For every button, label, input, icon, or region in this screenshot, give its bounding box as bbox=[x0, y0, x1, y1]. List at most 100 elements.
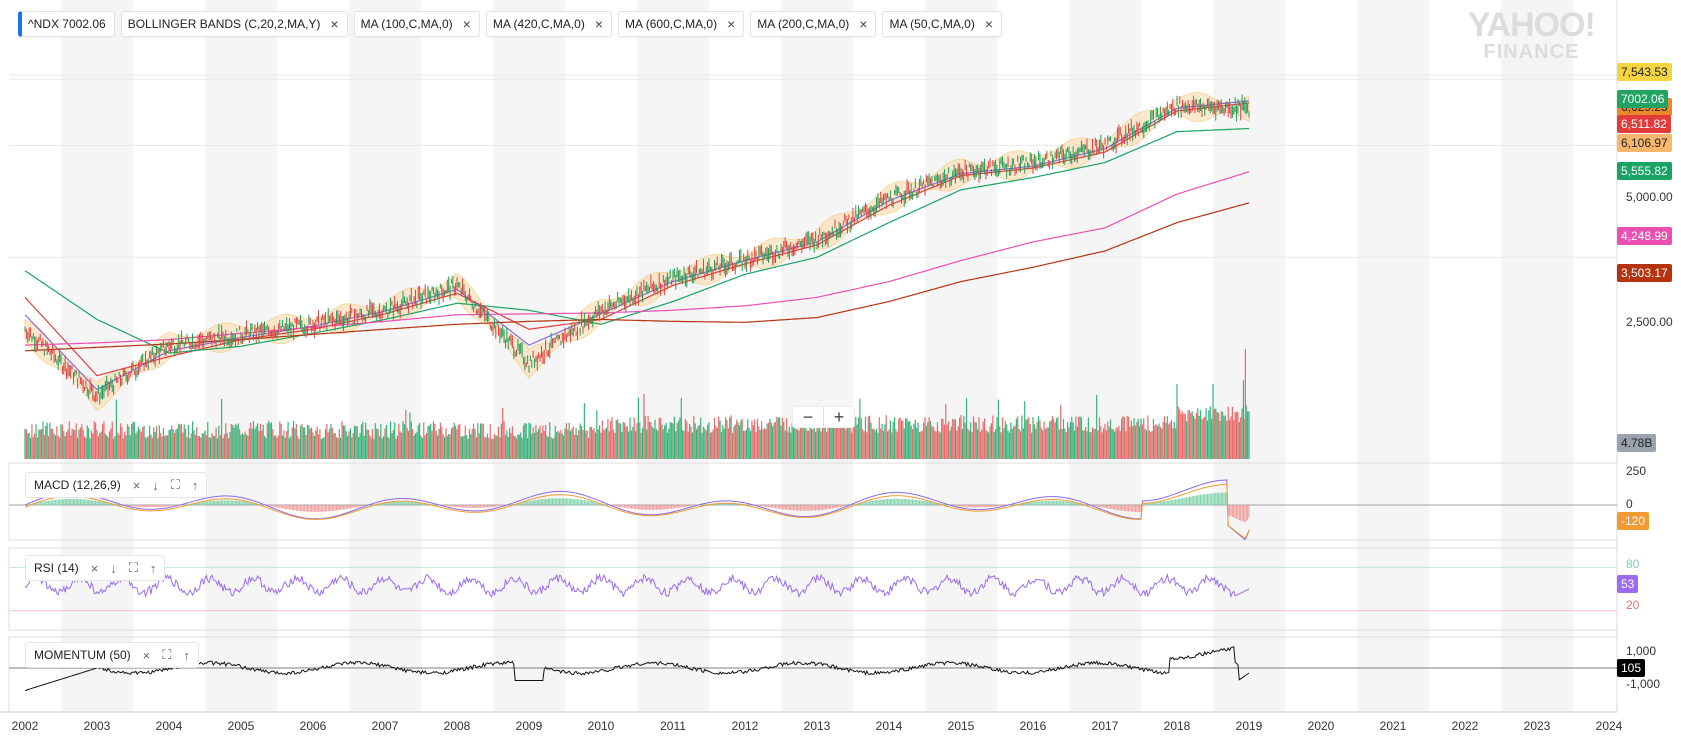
rsi-axis-high: 80 bbox=[1626, 557, 1640, 571]
year-label: 2014 bbox=[876, 719, 903, 733]
year-label: 2016 bbox=[1020, 719, 1047, 733]
year-label: 2021 bbox=[1380, 719, 1407, 733]
year-label: 2003 bbox=[84, 719, 111, 733]
year-label: 2023 bbox=[1524, 719, 1551, 733]
indicator-chip[interactable]: MA (50,C,MA,0) × bbox=[882, 11, 1003, 37]
momentum-panel-plot bbox=[9, 646, 1617, 691]
macd-signal-line bbox=[24, 483, 1250, 539]
move-up-icon[interactable]: ↑ bbox=[149, 560, 157, 576]
rsi-label: RSI (14) bbox=[34, 561, 79, 575]
symbol-chip[interactable]: ^NDX 7002.06 bbox=[18, 11, 115, 37]
year-label: 2017 bbox=[1092, 719, 1119, 733]
remove-indicator-icon[interactable]: × bbox=[984, 16, 994, 32]
bb-lower-tag: 6,106.97 bbox=[1617, 134, 1672, 152]
year-band bbox=[781, 0, 853, 712]
year-shading bbox=[61, 0, 1573, 712]
zoom-out-button[interactable]: − bbox=[802, 406, 814, 427]
year-band bbox=[637, 0, 709, 712]
remove-indicator-icon[interactable]: × bbox=[727, 16, 736, 32]
year-label: 2004 bbox=[156, 719, 183, 733]
close-icon[interactable]: × bbox=[90, 560, 99, 576]
momentum-label: MOMENTUM (50) bbox=[34, 648, 131, 662]
expand-icon[interactable]: ⛶ bbox=[170, 477, 180, 492]
move-up-icon[interactable]: ↑ bbox=[191, 477, 199, 493]
year-label: 2024 bbox=[1596, 719, 1623, 733]
momentum-axis-high: 1,000 bbox=[1626, 644, 1657, 658]
year-label: 2011 bbox=[660, 719, 686, 733]
close-icon[interactable]: × bbox=[142, 647, 151, 663]
expand-icon[interactable]: ⛶ bbox=[162, 647, 172, 662]
year-label: 2020 bbox=[1308, 719, 1335, 733]
macd-axis-zero: 0 bbox=[1626, 497, 1633, 511]
price-axis-label-2500: 2,500.00 bbox=[1626, 315, 1673, 329]
momentum-chip: MOMENTUM (50) × ⛶ ↑ bbox=[25, 642, 199, 668]
rsi-axis-low: 20 bbox=[1626, 598, 1640, 612]
momentum-axis-low: -1,000 bbox=[1626, 677, 1661, 691]
move-up-icon[interactable]: ↑ bbox=[183, 647, 190, 663]
yahoo-finance-logo: YAHOO! FINANCE bbox=[1468, 6, 1596, 63]
bb-upper-tag: 7,543.53 bbox=[1617, 63, 1672, 81]
year-band bbox=[1357, 0, 1429, 712]
expand-icon[interactable]: ⛶ bbox=[128, 560, 138, 575]
year-label: 2008 bbox=[444, 719, 471, 733]
macd-axis-top: 250 bbox=[1626, 464, 1647, 478]
indicator-chip-bar: ^NDX 7002.06 BOLLINGER BANDS (C,20,2,MA,Y… bbox=[18, 11, 1003, 37]
chip-label: ^NDX 7002.06 bbox=[28, 17, 106, 31]
year-band bbox=[349, 0, 421, 712]
year-label: 2006 bbox=[300, 719, 327, 733]
indicator-chip[interactable]: MA (200,C,MA,0) × bbox=[750, 11, 877, 37]
year-label: 2013 bbox=[804, 719, 831, 733]
year-label: 2018 bbox=[1164, 719, 1191, 733]
indicator-chip[interactable]: MA (100,C,MA,0) × bbox=[353, 11, 480, 37]
zoom-controls: − + bbox=[792, 406, 855, 428]
remove-indicator-icon[interactable]: × bbox=[594, 16, 604, 32]
year-label: 2019 bbox=[1236, 719, 1263, 733]
remove-indicator-icon[interactable]: × bbox=[859, 16, 868, 32]
close-icon[interactable]: × bbox=[132, 477, 141, 493]
macd-label: MACD (12,26,9) bbox=[34, 478, 121, 492]
volume-tag: 4.78B bbox=[1617, 434, 1657, 452]
macd-line bbox=[24, 479, 1250, 541]
ma100-tag: 6,511.82 bbox=[1617, 115, 1671, 133]
year-band bbox=[925, 0, 997, 712]
indicator-chip[interactable]: MA (420,C,MA,0) × bbox=[485, 11, 613, 37]
macd-panel-plot bbox=[9, 479, 1617, 541]
move-down-icon[interactable]: ↓ bbox=[152, 477, 159, 493]
year-band bbox=[205, 0, 277, 712]
rsi-panel-plot bbox=[9, 566, 1617, 612]
last-price-tag: 7002.06 bbox=[1617, 90, 1669, 108]
remove-indicator-icon[interactable]: × bbox=[330, 16, 339, 32]
rsi-value-tag: 53 bbox=[1617, 575, 1639, 593]
zoom-in-button[interactable]: + bbox=[823, 407, 854, 427]
year-label: 2009 bbox=[516, 719, 543, 733]
rsi-chip: RSI (14) × ↓ ⛶ ↑ bbox=[25, 555, 166, 581]
momentum-line bbox=[24, 646, 1250, 691]
ma-line-ma200 bbox=[24, 127, 1250, 354]
chip-label: MA (100,C,MA,0) bbox=[360, 17, 453, 31]
year-label: 2015 bbox=[948, 719, 975, 733]
momentum-value-tag: 105 bbox=[1617, 659, 1646, 677]
year-label: 2002 bbox=[12, 719, 39, 733]
year-label: 2012 bbox=[732, 719, 759, 733]
year-label: 2007 bbox=[372, 719, 399, 733]
ma-line-ma420 bbox=[25, 171, 1250, 346]
remove-indicator-icon[interactable]: × bbox=[462, 16, 471, 32]
chip-label: MA (420,C,MA,0) bbox=[492, 17, 585, 31]
chip-label: MA (200,C,MA,0) bbox=[757, 17, 850, 31]
chip-label: BOLLINGER BANDS (C,20,2,MA,Y) bbox=[127, 17, 321, 31]
year-band bbox=[1069, 0, 1141, 712]
ma200-tag: 5,555.82 bbox=[1617, 162, 1672, 180]
year-band bbox=[61, 0, 133, 712]
year-label: 2010 bbox=[588, 719, 615, 733]
x-axis: 2002 2003 2004 2005 2006 2007 2008 2009 2010 2011… bbox=[0, 711, 1623, 733]
ma420-tag: 4,248.99 bbox=[1617, 227, 1672, 245]
year-band bbox=[1501, 0, 1573, 712]
chip-label: MA (600,C,MA,0) bbox=[625, 17, 718, 31]
move-down-icon[interactable]: ↓ bbox=[110, 560, 117, 576]
ma600-tag: 3,503.17 bbox=[1617, 264, 1672, 282]
rsi-line bbox=[24, 572, 1250, 599]
indicator-chip[interactable]: MA (600,C,MA,0) × bbox=[618, 11, 745, 37]
indicator-chip[interactable]: BOLLINGER BANDS (C,20,2,MA,Y) × bbox=[120, 11, 348, 37]
chip-label: MA (50,C,MA,0) bbox=[889, 17, 975, 31]
